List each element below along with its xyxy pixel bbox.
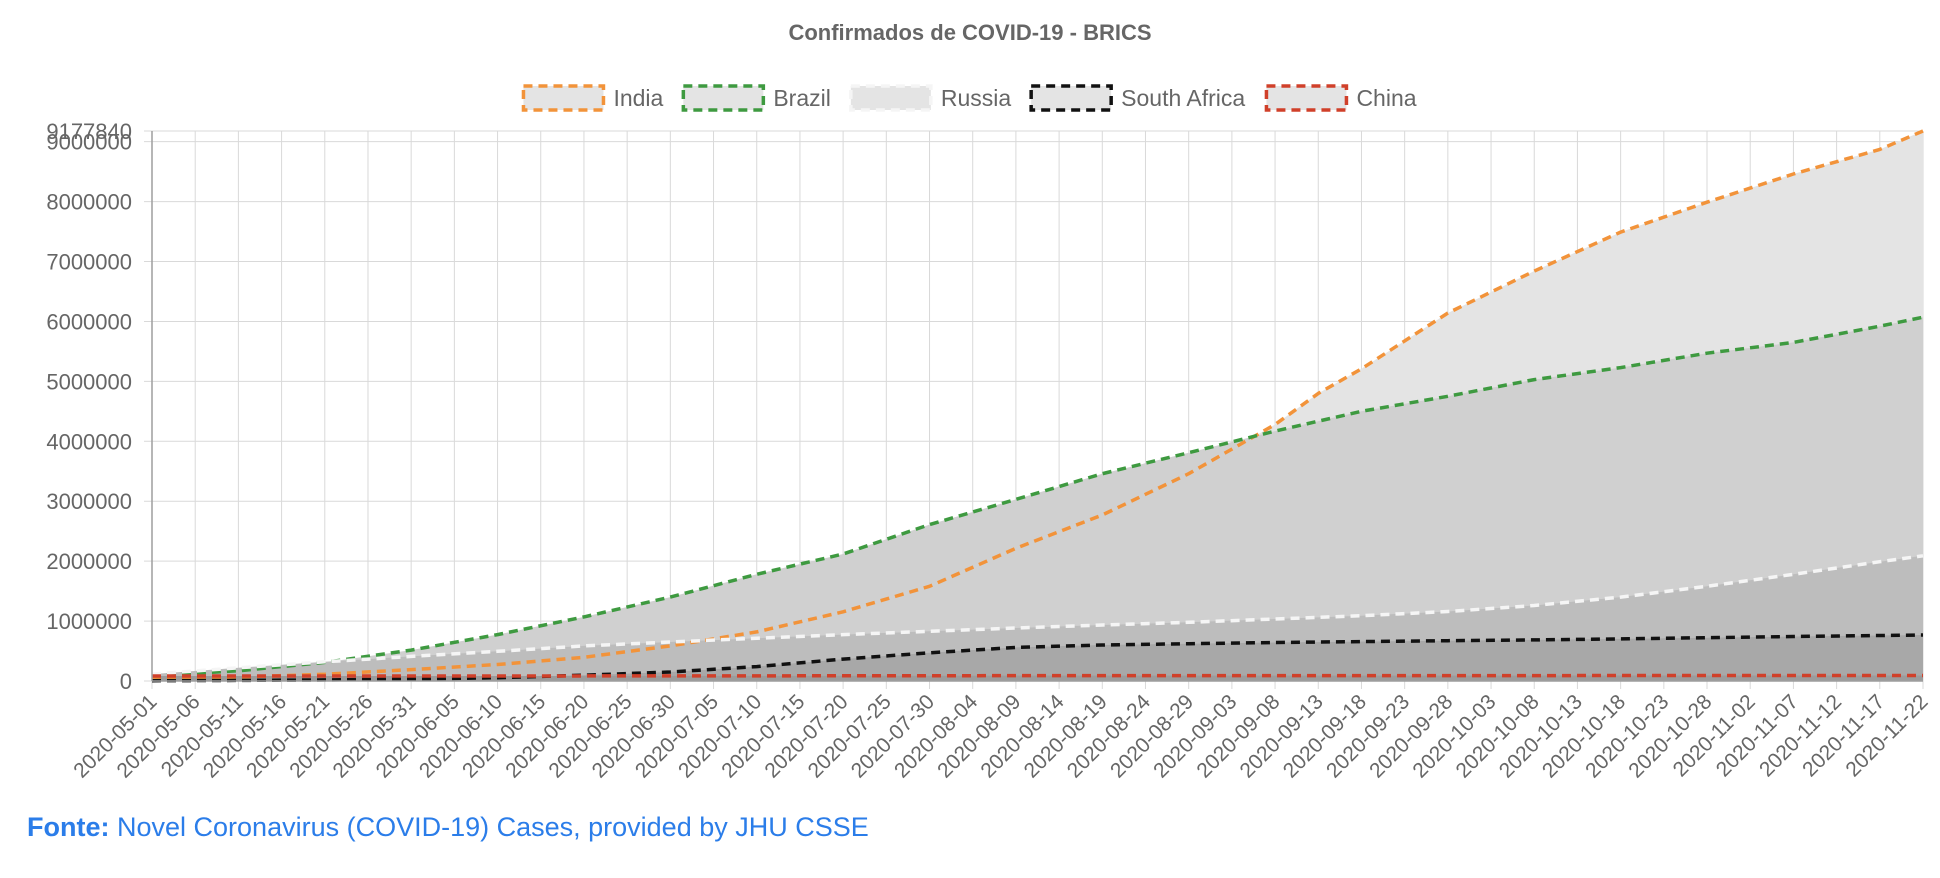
y-tick-label: 7000000: [46, 250, 132, 275]
legend-label: Brazil: [773, 85, 831, 111]
legend-item-russia: Russia: [849, 84, 1012, 112]
legend-swatch: [1264, 84, 1349, 112]
legend-swatch: [521, 84, 606, 112]
y-tick-label: 6000000: [46, 309, 132, 334]
area-brazil: [152, 317, 1923, 681]
area-south-africa: [152, 635, 1923, 681]
x-axis-ticks: 2020-05-012020-05-062020-05-112020-05-16…: [69, 690, 1932, 782]
legend-label: China: [1356, 85, 1416, 111]
y-tick-label: 3000000: [46, 489, 132, 514]
y-tick-label: 8000000: [46, 190, 132, 215]
legend-label: India: [613, 85, 663, 111]
y-tick-label: 1000000: [46, 609, 132, 634]
y-axis-ticks: 0 1000000 2000000 3000000 4000000 5000000 6000…: [46, 119, 132, 694]
line-south-africa: [151, 633, 1924, 683]
axes: [151, 131, 1923, 682]
legend-item-india: India: [521, 84, 664, 112]
y-tick-label: 0: [120, 669, 132, 694]
line-brazil: [151, 315, 1924, 678]
source-link[interactable]: Novel Coronavirus (COVID-19) Cases, prov…: [117, 812, 869, 842]
legend-label: Russia: [941, 85, 1012, 111]
legend-swatch: [1029, 84, 1113, 112]
legend-item-china: China: [1264, 84, 1417, 112]
chart-title: Confirmados de COVID-19 - BRICS: [788, 20, 1151, 45]
y-tick-label: 9177840: [46, 119, 132, 144]
y-tick-label: 5000000: [46, 369, 132, 394]
legend-item-south-africa: South Africa: [1029, 84, 1245, 112]
line-india: [151, 129, 1924, 681]
series-areas: [152, 131, 1923, 681]
source-label: Fonte:: [27, 812, 110, 842]
legend-swatch: [849, 84, 933, 112]
line-russia: [151, 554, 1924, 676]
y-tick-label: 2000000: [46, 549, 132, 574]
source-note: Fonte: Novel Coronavirus (COVID-19) Case…: [27, 812, 869, 843]
y-tick-label: 4000000: [46, 429, 132, 454]
legend-swatch: [681, 84, 766, 112]
series-lines: [151, 129, 1924, 683]
legend-label: South Africa: [1121, 85, 1245, 111]
y-tick-label: 9000000: [46, 130, 132, 155]
legend: India Brazil Russia South Africa China: [521, 84, 1417, 112]
legend-item-brazil: Brazil: [681, 84, 831, 112]
